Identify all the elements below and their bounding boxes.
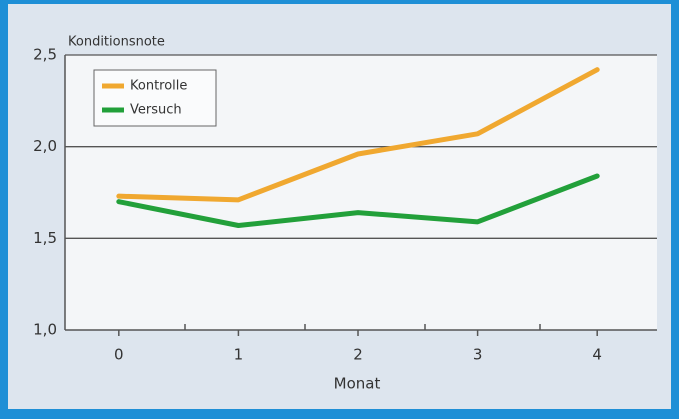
x-tick-label: 0 <box>114 346 124 364</box>
series-line <box>116 67 600 203</box>
x-tick-label: 2 <box>353 346 363 364</box>
series-line <box>116 173 600 228</box>
y-tick-label: 1,0 <box>33 321 57 339</box>
x-axis-label: Monat <box>334 375 381 393</box>
y-tick-label: 1,5 <box>33 229 57 247</box>
y-axis-label: Konditionsnote <box>68 35 165 50</box>
minor-ticks <box>184 324 541 330</box>
x-tick-label: 4 <box>592 346 602 364</box>
y-tick-label: 2,0 <box>33 137 57 155</box>
legend-box <box>93 69 217 127</box>
legend-label: Kontrolle <box>130 79 187 94</box>
x-tick-label: 3 <box>473 346 483 364</box>
legend-label: Versuch <box>130 103 182 118</box>
y-tick-label: 2,5 <box>33 46 57 64</box>
x-tick-label: 1 <box>234 346 244 364</box>
